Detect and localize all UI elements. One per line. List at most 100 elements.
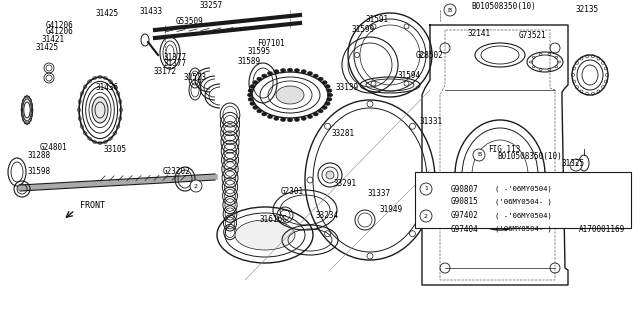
Ellipse shape bbox=[257, 109, 262, 113]
Circle shape bbox=[570, 159, 582, 171]
Text: 31377: 31377 bbox=[163, 60, 186, 68]
Circle shape bbox=[444, 4, 456, 16]
Ellipse shape bbox=[313, 112, 318, 116]
Ellipse shape bbox=[287, 68, 292, 72]
Text: ( -'06MY0504): ( -'06MY0504) bbox=[495, 213, 552, 219]
Ellipse shape bbox=[326, 171, 334, 179]
Ellipse shape bbox=[327, 98, 332, 101]
Text: 33291: 33291 bbox=[333, 179, 356, 188]
Ellipse shape bbox=[294, 118, 300, 121]
Text: B010508350(10): B010508350(10) bbox=[497, 151, 562, 161]
Text: G24801: G24801 bbox=[40, 143, 68, 153]
Text: G41206: G41206 bbox=[46, 28, 74, 36]
Ellipse shape bbox=[322, 81, 327, 84]
Circle shape bbox=[420, 183, 432, 195]
Text: 33172: 33172 bbox=[154, 67, 177, 76]
Text: G41206: G41206 bbox=[46, 20, 74, 29]
Ellipse shape bbox=[301, 117, 306, 120]
Text: 31425: 31425 bbox=[96, 10, 119, 19]
Text: 31421: 31421 bbox=[41, 35, 64, 44]
Text: 31594: 31594 bbox=[397, 71, 420, 81]
Ellipse shape bbox=[253, 106, 258, 109]
Text: G53509: G53509 bbox=[176, 18, 204, 27]
Text: 31949: 31949 bbox=[380, 205, 403, 214]
Ellipse shape bbox=[248, 93, 253, 97]
Text: 31616C: 31616C bbox=[259, 215, 287, 225]
Text: G97404: G97404 bbox=[451, 225, 479, 234]
Text: ('06MY0504- ): ('06MY0504- ) bbox=[495, 226, 552, 232]
Ellipse shape bbox=[328, 93, 333, 97]
Text: 1: 1 bbox=[424, 187, 428, 191]
Ellipse shape bbox=[322, 106, 327, 109]
Circle shape bbox=[473, 149, 485, 161]
Ellipse shape bbox=[280, 118, 285, 121]
Ellipse shape bbox=[250, 102, 255, 105]
Text: 33105: 33105 bbox=[103, 145, 126, 154]
Ellipse shape bbox=[274, 117, 279, 120]
Text: 2: 2 bbox=[424, 213, 428, 219]
Ellipse shape bbox=[253, 81, 258, 84]
Ellipse shape bbox=[313, 74, 318, 78]
Ellipse shape bbox=[318, 109, 323, 113]
Text: FRONT: FRONT bbox=[80, 201, 105, 210]
Text: ('06MY0504- ): ('06MY0504- ) bbox=[495, 199, 552, 205]
Text: G23202: G23202 bbox=[163, 167, 191, 177]
Ellipse shape bbox=[262, 74, 267, 78]
Ellipse shape bbox=[262, 112, 267, 116]
Ellipse shape bbox=[307, 115, 312, 118]
Text: G90815: G90815 bbox=[451, 197, 479, 206]
Text: 31325: 31325 bbox=[561, 158, 584, 167]
Ellipse shape bbox=[325, 102, 330, 105]
Text: 31425: 31425 bbox=[35, 43, 58, 52]
Ellipse shape bbox=[248, 98, 253, 101]
Text: 32135: 32135 bbox=[575, 5, 598, 14]
Ellipse shape bbox=[318, 77, 323, 81]
Text: 2: 2 bbox=[194, 183, 198, 188]
Ellipse shape bbox=[327, 89, 332, 92]
Text: 31599: 31599 bbox=[352, 26, 375, 35]
Ellipse shape bbox=[301, 70, 306, 73]
Ellipse shape bbox=[307, 72, 312, 75]
Circle shape bbox=[190, 180, 202, 192]
Ellipse shape bbox=[268, 72, 273, 75]
Text: 31337: 31337 bbox=[368, 189, 391, 198]
Text: G28502: G28502 bbox=[416, 52, 444, 60]
Text: 31589: 31589 bbox=[238, 57, 261, 66]
Text: B: B bbox=[477, 153, 481, 157]
Text: 31595: 31595 bbox=[248, 46, 271, 55]
Text: 32141: 32141 bbox=[468, 28, 491, 37]
Text: 31436: 31436 bbox=[96, 83, 119, 92]
Text: 33257: 33257 bbox=[199, 1, 222, 10]
Bar bbox=[415, 172, 631, 228]
Text: A170001169: A170001169 bbox=[579, 226, 625, 235]
Ellipse shape bbox=[92, 97, 108, 123]
Text: G90807: G90807 bbox=[451, 185, 479, 194]
Ellipse shape bbox=[235, 220, 295, 250]
Ellipse shape bbox=[276, 86, 304, 104]
Text: 31433: 31433 bbox=[139, 7, 162, 17]
Text: 33281: 33281 bbox=[331, 129, 354, 138]
Ellipse shape bbox=[250, 85, 255, 88]
Text: 31377: 31377 bbox=[163, 52, 186, 61]
Ellipse shape bbox=[248, 89, 253, 92]
Ellipse shape bbox=[325, 85, 330, 88]
Ellipse shape bbox=[294, 68, 300, 72]
Ellipse shape bbox=[280, 68, 285, 72]
Ellipse shape bbox=[287, 118, 292, 122]
Text: 33234: 33234 bbox=[315, 211, 338, 220]
Ellipse shape bbox=[274, 70, 279, 73]
Ellipse shape bbox=[268, 115, 273, 118]
Text: 31523: 31523 bbox=[183, 73, 206, 82]
Circle shape bbox=[420, 210, 432, 222]
Text: 31591: 31591 bbox=[365, 15, 388, 25]
Text: B: B bbox=[448, 7, 452, 12]
Text: G97402: G97402 bbox=[451, 212, 479, 220]
Text: FIG.113: FIG.113 bbox=[488, 145, 520, 154]
Text: G2301: G2301 bbox=[281, 187, 304, 196]
Text: 31331: 31331 bbox=[419, 117, 442, 126]
Text: 1: 1 bbox=[574, 163, 578, 167]
Text: B010508350(10): B010508350(10) bbox=[471, 3, 536, 12]
Text: G73521: G73521 bbox=[519, 31, 547, 41]
Text: 31598: 31598 bbox=[27, 166, 50, 175]
Text: ( -'06MY0504): ( -'06MY0504) bbox=[495, 186, 552, 192]
